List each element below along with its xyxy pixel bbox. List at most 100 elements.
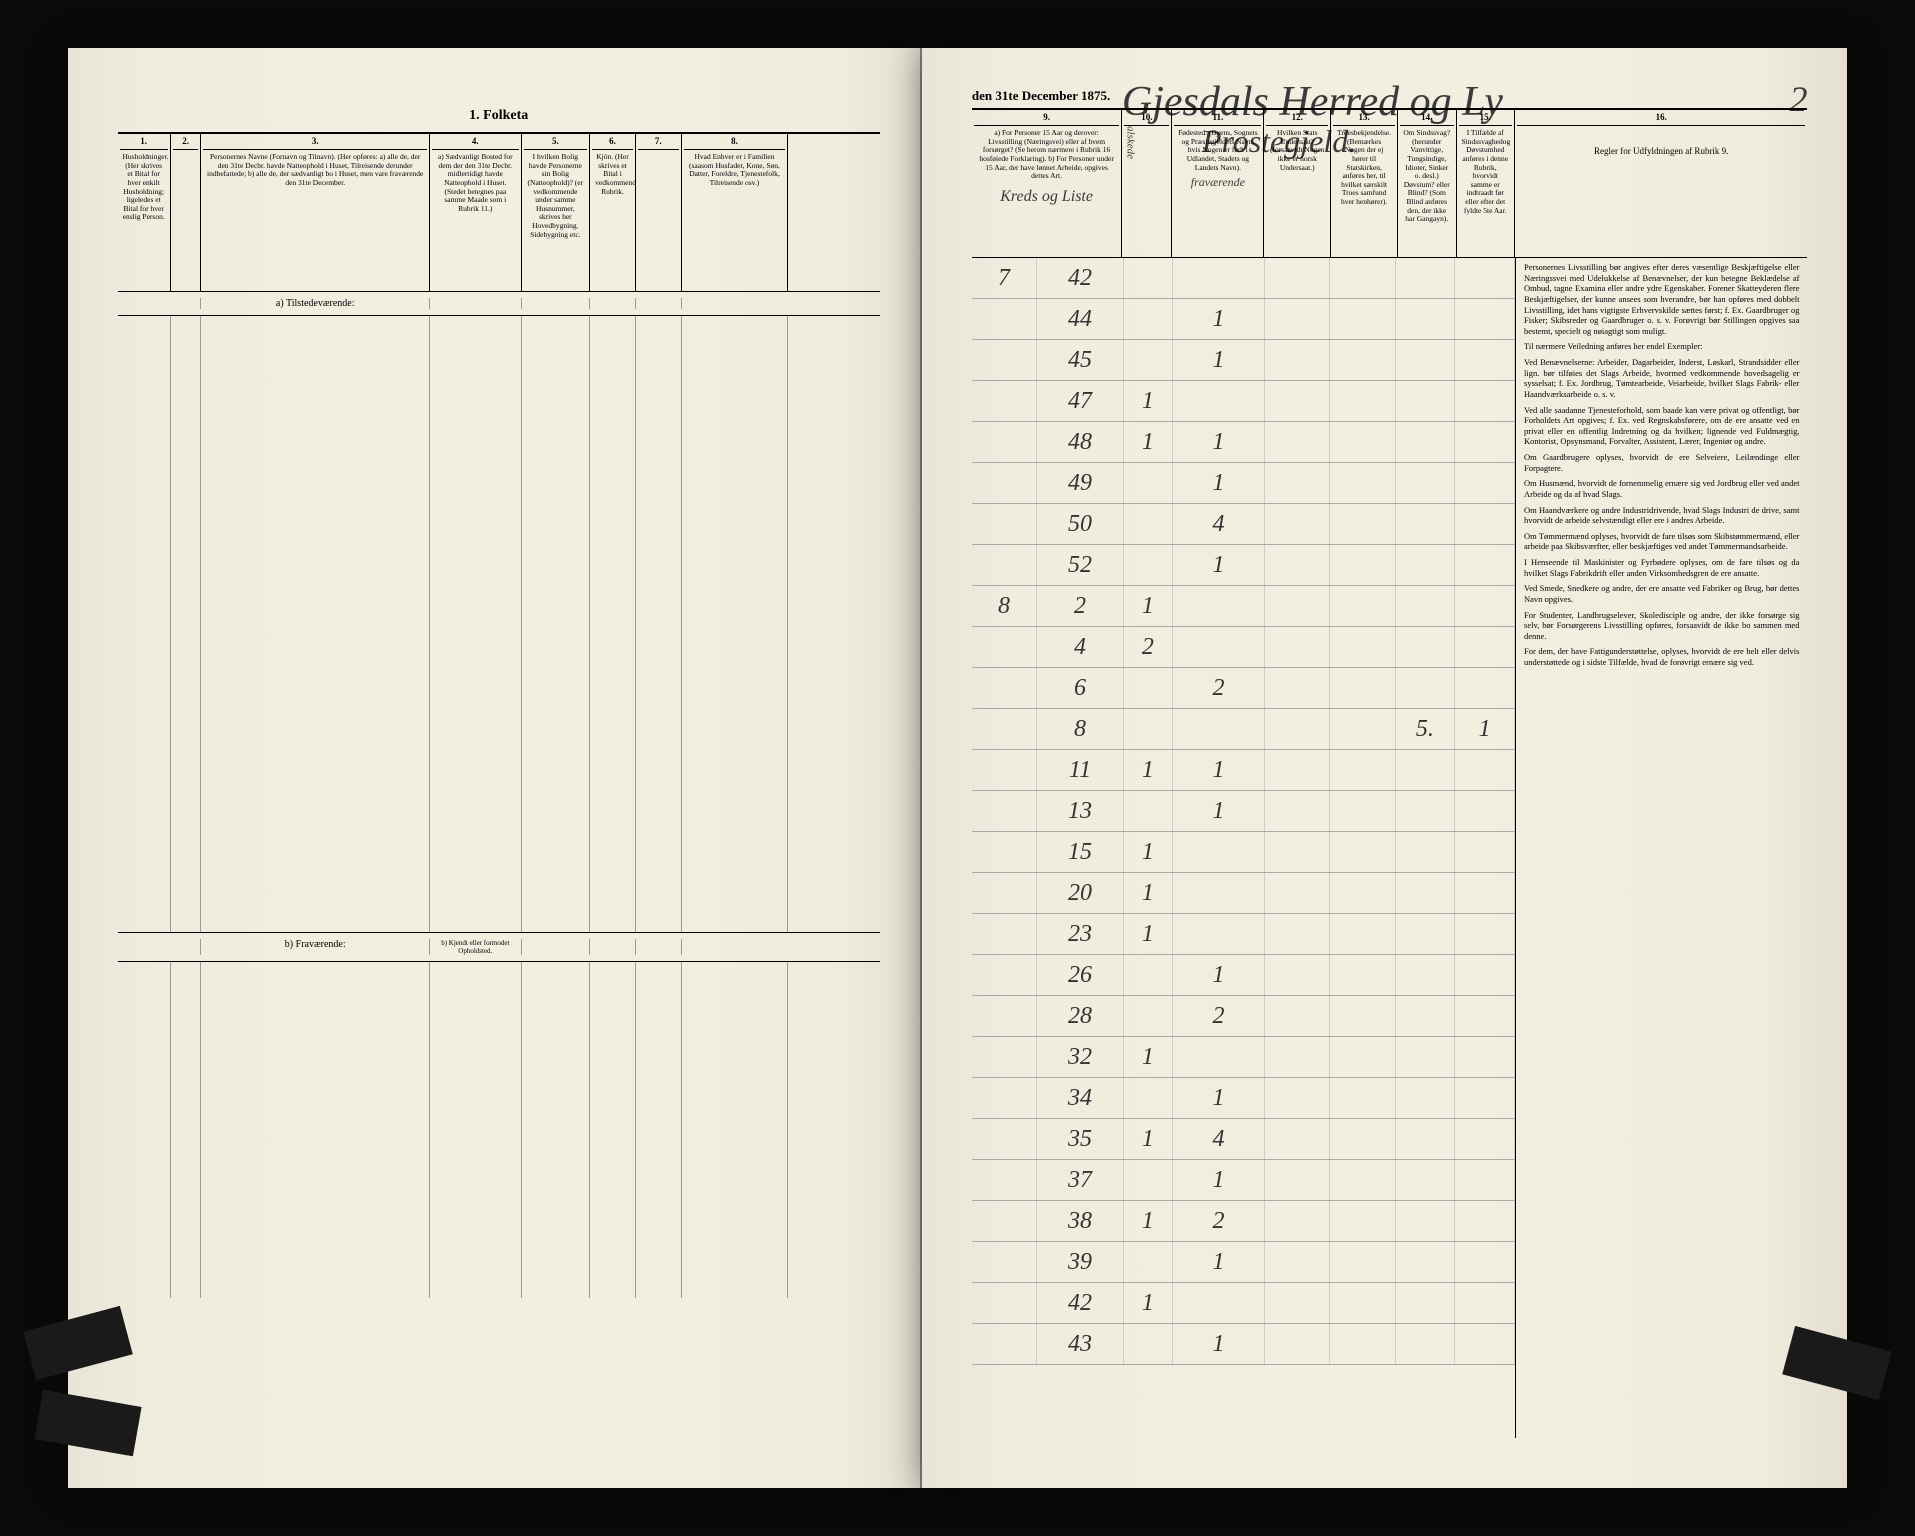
data-rows: 7424414514714811491504521821426285.11111… <box>972 258 1515 1438</box>
table-cell: 1 <box>1455 709 1515 749</box>
table-cell <box>1265 709 1330 749</box>
table-cell: 34 <box>1037 1078 1124 1118</box>
table-row: 201 <box>972 873 1515 914</box>
table-cell <box>1124 1324 1173 1364</box>
table-cell: 1 <box>1173 1078 1265 1118</box>
table-cell <box>1455 258 1515 298</box>
table-cell: 1 <box>1173 1324 1265 1364</box>
table-row: 3812 <box>972 1201 1515 1242</box>
table-cell: 1 <box>1173 463 1265 503</box>
table-cell <box>1396 586 1456 626</box>
table-cell <box>1330 627 1395 667</box>
table-cell <box>972 504 1037 544</box>
table-cell: 2 <box>1037 586 1124 626</box>
table-cell: 1 <box>1124 586 1173 626</box>
table-row: 491 <box>972 463 1515 504</box>
table-cell <box>972 832 1037 872</box>
table-cell <box>1330 463 1395 503</box>
table-cell <box>1124 545 1173 585</box>
table-cell <box>1396 668 1456 708</box>
table-cell <box>1455 668 1515 708</box>
table-cell: 1 <box>1124 1283 1173 1323</box>
table-cell: 47 <box>1037 381 1124 421</box>
table-cell: 2 <box>1124 627 1173 667</box>
table-cell <box>1396 1037 1456 1077</box>
table-cell <box>1265 627 1330 667</box>
table-cell: 1 <box>1173 545 1265 585</box>
section-b-label: b) Fraværende: <box>201 939 430 955</box>
table-cell <box>1455 381 1515 421</box>
table-row: 34 1 <box>972 1078 1515 1119</box>
table-cell <box>972 750 1037 790</box>
table-row: 4811 <box>972 422 1515 463</box>
table-cell <box>1265 504 1330 544</box>
table-cell <box>1330 955 1395 995</box>
table-cell <box>1396 1324 1456 1364</box>
table-cell <box>1396 299 1456 339</box>
table-cell <box>1396 832 1456 872</box>
table-cell: 48 <box>1037 422 1124 462</box>
table-cell <box>1330 1037 1395 1077</box>
table-cell: 1 <box>1173 340 1265 380</box>
table-cell <box>972 1324 1037 1364</box>
table-cell <box>1455 1078 1515 1118</box>
table-cell <box>1265 914 1330 954</box>
table-cell <box>1124 299 1173 339</box>
table-cell: 1 <box>1124 914 1173 954</box>
table-cell <box>1396 463 1456 503</box>
table-cell: 23 <box>1037 914 1124 954</box>
right-page: 2 Gjesdals Herred og Ly Prostegjeld. den… <box>922 48 1848 1488</box>
table-cell: 1 <box>1173 1242 1265 1282</box>
rules-paragraph: Ved Benævnelserne: Arbeider, Dagarbeider… <box>1524 357 1799 400</box>
table-row: 431 <box>972 1324 1515 1365</box>
table-cell <box>1330 668 1395 708</box>
table-cell <box>1455 340 1515 380</box>
table-row: 471 <box>972 381 1515 422</box>
table-row: 504 <box>972 504 1515 545</box>
table-cell: 6 <box>1037 668 1124 708</box>
left-page: 1. Folketa 1. Husholdninger. (Her skrive… <box>68 48 922 1488</box>
table-cell <box>1455 299 1515 339</box>
table-cell <box>1265 668 1330 708</box>
table-cell <box>972 791 1037 831</box>
table-cell: 1 <box>1173 1160 1265 1200</box>
table-cell: 1 <box>1124 1119 1173 1159</box>
table-cell <box>1265 299 1330 339</box>
table-cell <box>1455 1119 1515 1159</box>
table-row: 521 <box>972 545 1515 586</box>
table-cell <box>972 1201 1037 1241</box>
table-cell <box>1330 1160 1395 1200</box>
table-cell: 26 <box>1037 955 1124 995</box>
table-cell <box>972 1160 1037 1200</box>
table-cell: 11 <box>1037 750 1124 790</box>
table-cell: 15 <box>1037 832 1124 872</box>
table-cell <box>1455 1160 1515 1200</box>
table-cell <box>1396 791 1456 831</box>
table-row: 1111 <box>972 750 1515 791</box>
table-cell <box>1330 1201 1395 1241</box>
table-row: 321 <box>972 1037 1515 1078</box>
table-cell <box>1330 340 1395 380</box>
table-cell <box>1124 340 1173 380</box>
table-cell <box>1124 996 1173 1036</box>
table-cell <box>1124 504 1173 544</box>
table-cell <box>1265 996 1330 1036</box>
table-cell <box>972 381 1037 421</box>
table-cell <box>1265 422 1330 462</box>
table-cell <box>1265 340 1330 380</box>
table-cell <box>1396 1242 1456 1282</box>
table-row: 441 <box>972 299 1515 340</box>
table-cell <box>1396 258 1456 298</box>
table-row: 371 <box>972 1160 1515 1201</box>
table-cell <box>1330 996 1395 1036</box>
table-cell <box>1396 914 1456 954</box>
table-cell <box>1455 914 1515 954</box>
table-cell: 28 <box>1037 996 1124 1036</box>
table-cell <box>972 996 1037 1036</box>
table-cell <box>1455 586 1515 626</box>
table-cell <box>1455 627 1515 667</box>
table-cell <box>972 1078 1037 1118</box>
table-cell: 42 <box>1037 258 1124 298</box>
table-cell <box>972 422 1037 462</box>
table-cell <box>1330 1283 1395 1323</box>
